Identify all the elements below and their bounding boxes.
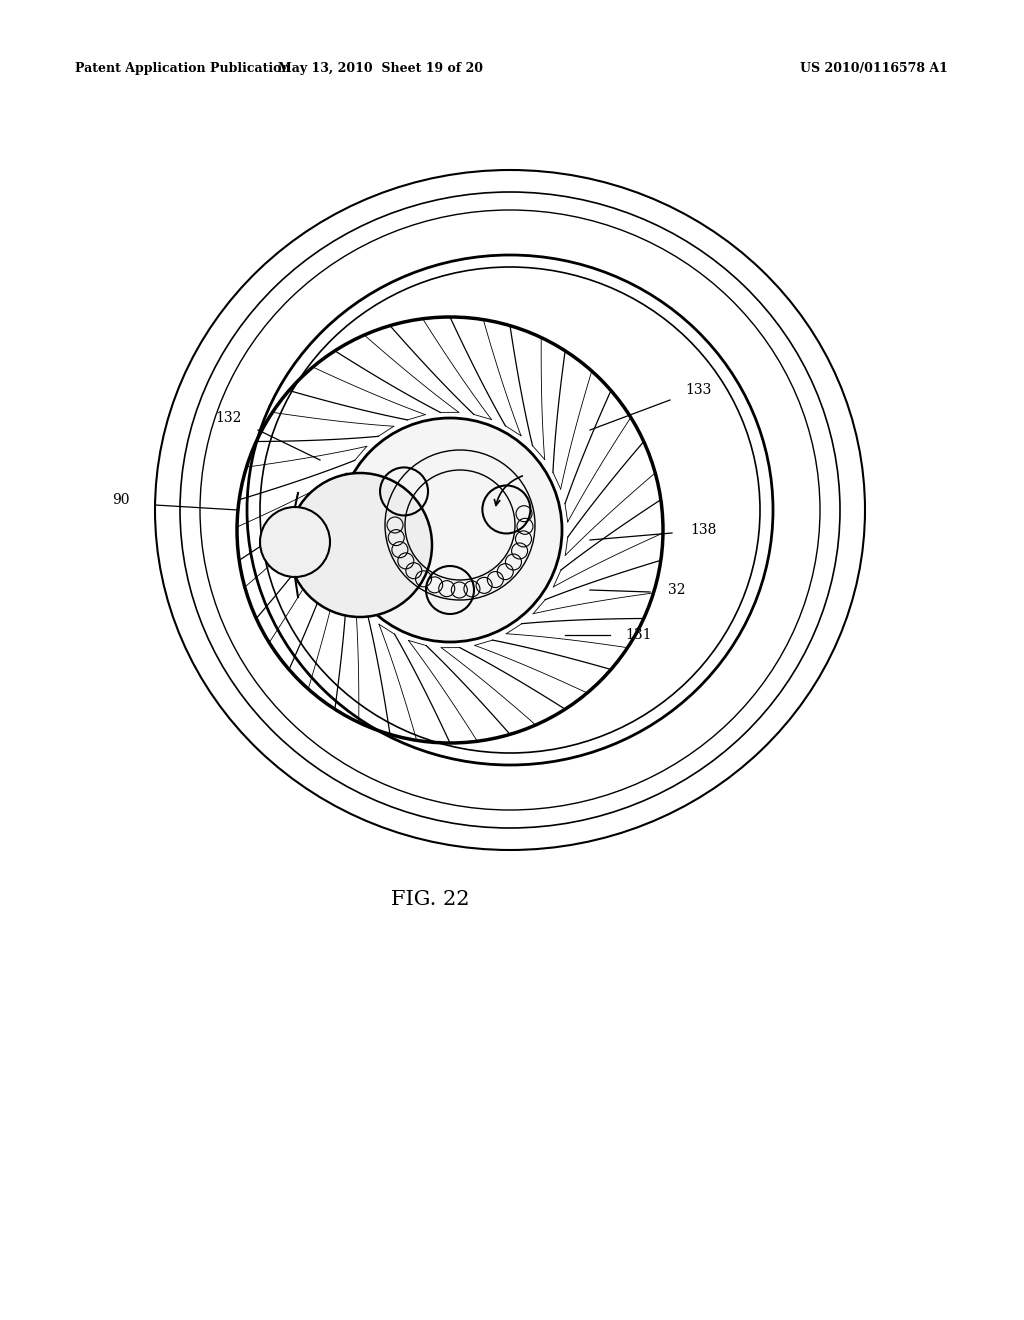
Text: 133: 133 [685, 383, 712, 397]
Circle shape [260, 507, 330, 577]
Text: US 2010/0116578 A1: US 2010/0116578 A1 [800, 62, 948, 75]
Text: 131: 131 [625, 628, 651, 642]
Text: FIG. 22: FIG. 22 [391, 890, 469, 909]
Text: May 13, 2010  Sheet 19 of 20: May 13, 2010 Sheet 19 of 20 [278, 62, 482, 75]
Text: 138: 138 [690, 523, 717, 537]
Circle shape [338, 418, 562, 642]
Text: 132: 132 [215, 411, 242, 425]
Text: 90: 90 [112, 492, 129, 507]
Text: 32: 32 [668, 583, 685, 597]
Text: Patent Application Publication: Patent Application Publication [75, 62, 291, 75]
Circle shape [288, 473, 432, 616]
